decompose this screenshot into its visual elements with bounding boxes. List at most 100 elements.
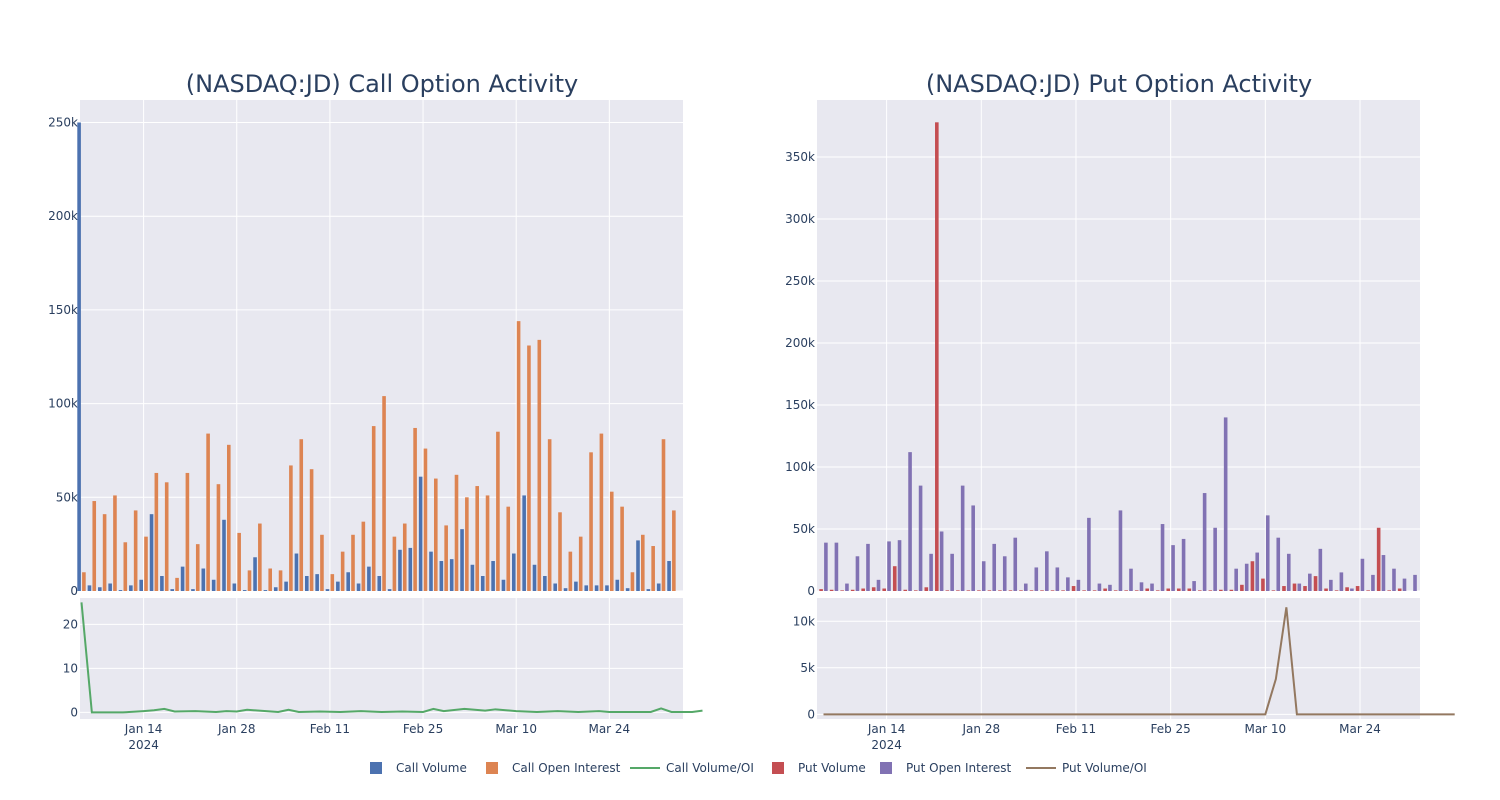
call-volume-bar [574,581,578,591]
chart-legend: Call Volume Call Open Interest Call Volume… [370,761,1147,775]
put-volume-bar [850,589,855,591]
call-open-interest-bar [444,525,448,591]
call-volume-bar [108,583,112,591]
call-volume-bar [553,583,557,591]
put-open-interest-bar [824,542,828,591]
put-volume-bar [1366,590,1370,591]
put-open-interest-bar [855,556,860,591]
put-open-interest-bar [971,505,975,591]
call-volume-bar [242,590,247,591]
call-volume-bar [294,553,299,591]
call-volume-bar [501,579,506,591]
call-open-interest-bar [206,433,210,591]
put-volume-bar [1250,561,1255,591]
put-open-interest-bar [1202,493,1207,591]
call-volume-bar [336,581,340,591]
put-volume-bar [1271,590,1276,591]
put-chart-title: (NASDAQ:JD) Put Option Activity [926,70,1312,98]
put-open-interest-bar [887,541,891,591]
put-volume-bar [1334,590,1339,591]
call-open-interest-bar [547,439,552,591]
put-y-tick-label: 200k [785,336,815,350]
put-y-tick-label: 250k [785,274,815,288]
put-y-tick-label: 100k [785,460,815,474]
put-open-interest-bar [1360,558,1365,591]
call-volume-bar [594,585,599,591]
put-open-interest-bar [1350,588,1354,591]
call-volume-bar [398,549,402,591]
put-open-interest-bar [1045,551,1049,591]
put-volume-bar [913,590,918,591]
call-volume-bar [408,547,413,591]
put-volume-bar [987,590,992,591]
put-open-interest-bar [1297,583,1302,591]
call-volume-bar [636,540,640,591]
put-y-tick-label: 0 [807,584,815,598]
call-volume-bar [284,581,288,591]
put-volume-bar [1198,590,1202,591]
put-volume-bar [945,590,950,591]
call-volume-bar [98,587,102,591]
call-volume-oi-line [80,602,703,714]
put-volume-bar [1134,590,1139,591]
put-volume-bar [1050,590,1055,591]
put-volume-bar [1166,588,1171,591]
call-volume-bar [460,529,464,591]
call-y-tick-label: 200k [48,209,78,223]
put-volume-bar [1176,588,1181,591]
put-volume-bar [1303,586,1307,591]
put-volume-bar [1061,590,1065,591]
put-open-interest-bar [1371,574,1375,591]
put-volume-oi-line [823,607,1455,716]
put-open-interest-bar [1413,574,1417,591]
put-y-tick-label: 300k [785,212,815,226]
call-open-interest-bar [123,542,128,591]
put-x-tick-label: Mar 24 [1339,722,1381,736]
call-volume-bar [191,589,195,591]
put-volume-bar [1355,586,1360,591]
call-open-interest-bar [475,486,479,591]
put-main-plot-area [817,100,1420,591]
legend-swatch [370,762,382,774]
put-volume-bar [1240,584,1244,591]
put-volume-bar [1387,590,1391,591]
call-volume-bar [470,564,475,591]
put-volume-bar [1029,590,1034,591]
put-ratio-plot-area [817,598,1420,719]
put-volume-bar [1219,589,1223,591]
call-open-interest-bar [247,570,252,591]
put-volume-bar [1155,590,1160,591]
call-volume-bar [87,585,92,591]
call-open-interest-bar [465,497,469,591]
put-volume-bar [1145,588,1150,591]
call-volume-bar [232,583,237,591]
call-volume-bar [615,579,620,591]
legend-label: Call Open Interest [512,761,621,775]
call-volume-bar [315,574,319,591]
put-volume-bar [1292,583,1297,591]
put-x-year-label: 2024 [871,738,902,752]
put-open-interest-bar [845,583,849,591]
call-volume-bar [356,583,361,591]
put-open-interest-bar [1013,537,1018,591]
call-volume-bar [211,579,216,591]
put-open-interest-bar [876,579,881,591]
call-x-year-label: 2024 [128,738,159,752]
call-open-interest-bar [309,469,314,591]
put-open-interest-bar [992,543,997,591]
put-open-interest-bar [1402,578,1407,591]
put-volume-bar [1124,590,1128,591]
call-volume-bar [522,495,526,591]
call-volume-bar [170,589,175,591]
call-volume-bar [532,564,537,591]
put-open-interest-bar [1171,545,1175,591]
put-x-tick-label: Mar 10 [1244,722,1286,736]
put-volume-bar [903,589,908,591]
put-y-tick-label: 350k [785,150,815,164]
call-open-interest-bar [258,523,262,591]
call-volume-bar [439,561,444,591]
call-volume-bar [222,519,226,591]
call-volume-bar [418,476,423,591]
put-open-interest-bar [1318,548,1323,591]
put-volume-bar [1397,588,1402,591]
